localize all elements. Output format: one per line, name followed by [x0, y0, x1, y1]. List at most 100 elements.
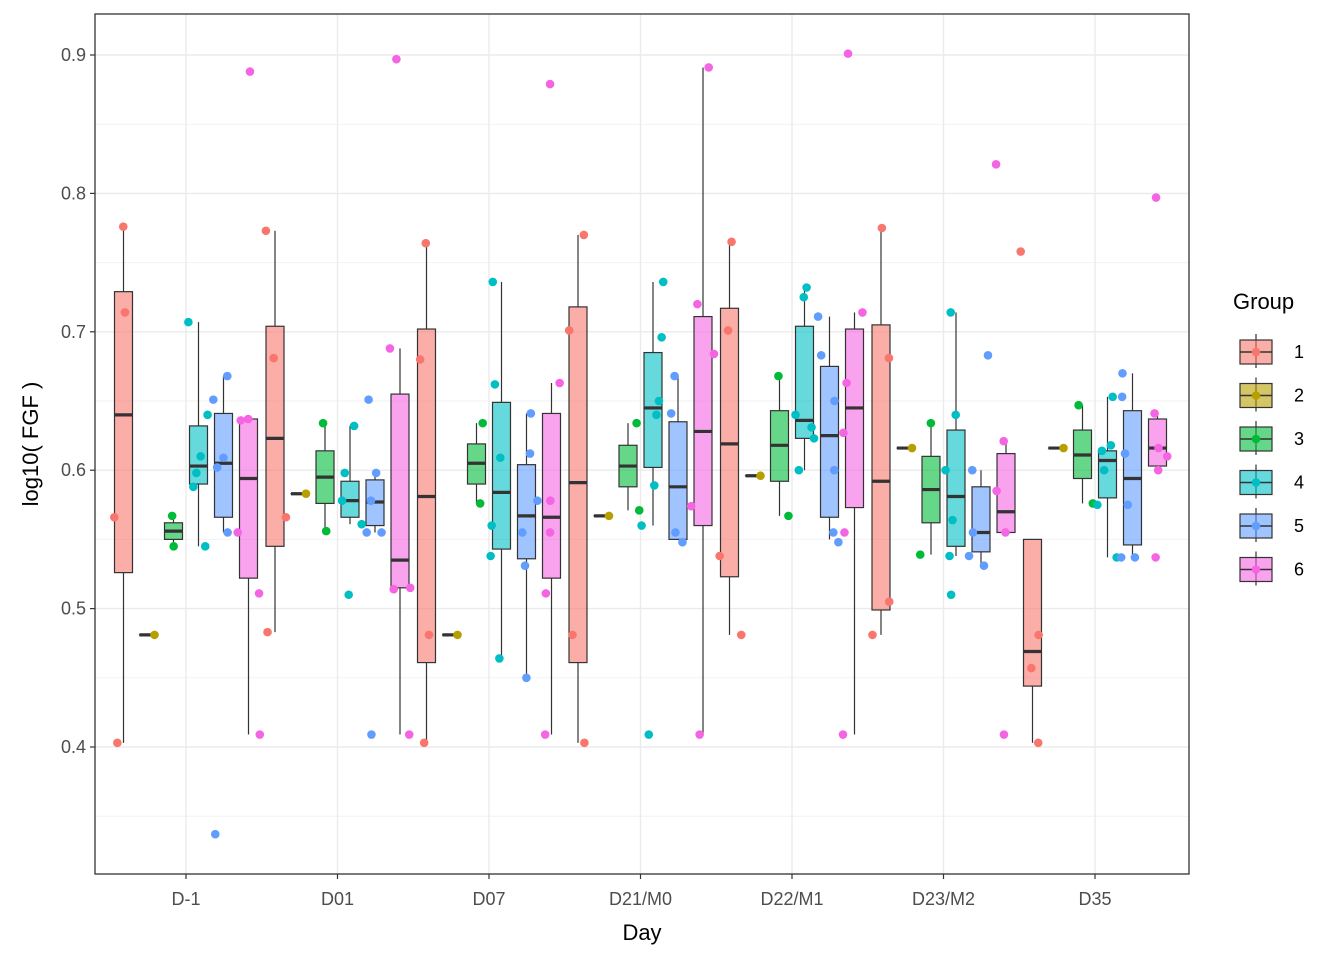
box-D01-group-1	[265, 230, 285, 633]
data-point-group-5	[522, 673, 531, 683]
data-point-group-6	[709, 349, 719, 359]
data-point-group-4	[496, 453, 505, 463]
data-point-group-3	[926, 418, 936, 428]
data-point-group-4	[184, 317, 193, 327]
x-tick-label: D01	[321, 889, 354, 909]
box-D01-group-6	[390, 348, 410, 735]
data-point-group-3	[475, 499, 485, 508]
box-D-1-group-1	[113, 226, 134, 743]
data-point-group-1	[568, 630, 577, 640]
data-point-group-4	[946, 590, 956, 600]
data-point-group-5	[533, 496, 542, 505]
data-point-group-4	[799, 292, 809, 302]
data-point-group-6	[245, 67, 255, 76]
data-point-group-1	[736, 630, 746, 640]
data-point-group-5	[223, 528, 232, 537]
data-point-group-3	[632, 418, 641, 428]
legend-point	[1251, 391, 1261, 400]
data-point-group-4	[650, 481, 659, 490]
data-point-group-1	[1034, 630, 1043, 640]
data-point-group-3	[774, 371, 783, 381]
data-point-group-6	[392, 54, 401, 64]
x-tick-label: D21/M0	[609, 889, 672, 909]
data-point-group-6	[555, 378, 564, 388]
legend-label: 6	[1294, 560, 1304, 580]
data-point-group-4	[490, 380, 500, 389]
box-D07-group-3	[466, 423, 487, 504]
box-body	[390, 393, 410, 589]
data-point-group-6	[992, 486, 1001, 496]
data-point-group-6	[840, 528, 849, 537]
data-point-group-4	[791, 410, 800, 420]
data-point-group-2	[907, 443, 917, 453]
data-point-group-4	[948, 515, 957, 525]
data-point-group-6	[686, 501, 696, 511]
box-D22/M1-group-4	[794, 287, 815, 471]
data-point-group-5	[829, 465, 839, 475]
box-body	[693, 315, 713, 527]
legend-title: Group	[1233, 289, 1294, 314]
legend-key-group-2: 2	[1239, 377, 1304, 412]
data-point-group-1	[281, 512, 291, 522]
data-point-group-1	[715, 551, 724, 561]
data-point-group-5	[678, 537, 687, 547]
data-point-group-6	[1001, 528, 1010, 537]
data-point-group-6	[546, 496, 555, 505]
box-body	[819, 365, 840, 518]
data-point-group-4	[941, 465, 950, 475]
data-point-group-4	[807, 422, 816, 432]
box-body	[971, 486, 991, 553]
box-body	[1147, 418, 1168, 467]
data-point-group-1	[884, 353, 894, 363]
data-point-group-6	[405, 583, 415, 593]
data-point-group-1	[424, 630, 434, 640]
panel-background	[95, 14, 1189, 874]
data-point-group-5	[829, 528, 838, 537]
data-point-group-2	[756, 471, 765, 481]
y-tick-label: 0.6	[61, 460, 86, 480]
data-point-group-5	[834, 537, 843, 547]
data-point-group-3	[167, 511, 177, 521]
data-point-group-1	[1016, 247, 1026, 256]
box-D07-group-6	[541, 383, 562, 735]
data-point-group-5	[367, 730, 376, 739]
box-body	[668, 421, 688, 541]
data-point-group-4	[487, 521, 496, 530]
data-point-group-5	[371, 468, 381, 478]
data-point-group-4	[1093, 500, 1102, 510]
box-D23/M2-group-1	[871, 228, 891, 635]
data-point-group-5	[1120, 449, 1130, 458]
data-point-group-4	[349, 421, 359, 431]
plot-panel	[94, 13, 1190, 875]
data-point-group-1	[415, 355, 425, 364]
data-point-group-1	[120, 308, 130, 317]
data-point-group-4	[652, 410, 661, 420]
data-point-group-1	[723, 326, 733, 335]
data-point-group-5	[813, 312, 823, 321]
data-point-group-6	[999, 730, 1009, 739]
data-point-group-6	[693, 299, 702, 309]
data-point-group-4	[644, 730, 654, 739]
data-point-group-4	[658, 277, 668, 287]
data-point-group-3	[1074, 400, 1083, 410]
data-point-group-5	[210, 829, 220, 839]
x-axis-title: Day	[622, 920, 661, 945]
data-point-group-4	[657, 333, 666, 342]
box-body	[113, 291, 134, 574]
data-point-group-6	[254, 589, 264, 598]
data-point-group-1	[263, 627, 272, 637]
legend-label: 1	[1294, 342, 1304, 362]
data-point-group-4	[1106, 440, 1116, 450]
data-point-group-1	[579, 230, 589, 240]
data-point-group-1	[580, 738, 589, 748]
data-point-group-6	[843, 49, 853, 58]
data-point-group-1	[1027, 663, 1036, 673]
data-point-group-4	[200, 542, 210, 551]
legend-point	[1251, 434, 1261, 444]
data-point-group-5	[979, 561, 989, 570]
data-point-group-1	[564, 326, 574, 335]
data-point-group-6	[1151, 193, 1161, 202]
box-D23/M2-group-5	[971, 470, 991, 566]
data-point-group-4	[945, 551, 954, 561]
data-point-group-5	[666, 409, 676, 418]
